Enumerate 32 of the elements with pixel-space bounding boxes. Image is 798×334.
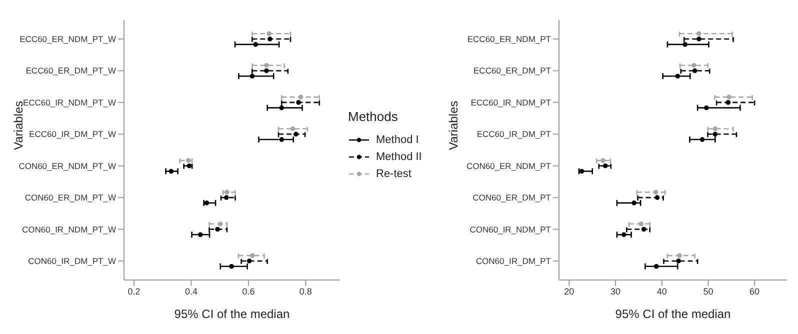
x-tick-label: 0.2 (128, 286, 140, 296)
x-tick-label: 0.4 (184, 286, 198, 296)
x-tick-label: 30 (610, 286, 621, 296)
y-tick-label: CON60_ER_DM_PT_W (24, 192, 116, 203)
legend-label: Method I (376, 134, 419, 146)
x-tick-label: 0.8 (299, 286, 312, 296)
y-tick-label: ECC60_ER_DM_PT (474, 66, 551, 76)
x-tick-label: 0.6 (242, 286, 255, 296)
y-tick-label: CON60_ER_NDM_PT_W (18, 160, 116, 171)
x-axis-title: 95% CI of the median (174, 307, 290, 321)
y-tick-label: ECC60_IR_DM_PT (476, 129, 551, 140)
x-axis-title: 95% CI of the median (615, 307, 731, 321)
y-tick-label: CON60_IR_DM_PT (476, 256, 551, 266)
legend-label: Method II (376, 151, 422, 163)
y-tick-label: CON60_IR_NDM_PT_W (22, 224, 116, 234)
y-tick-label: CON60_IR_NDM_PT (470, 224, 551, 234)
y-tick-label: ECC60_IR_NDM_PT_W (22, 97, 116, 108)
y-tick-label: ECC60_IR_NDM_PT (470, 97, 551, 108)
x-tick-label: 60 (750, 286, 760, 296)
x-tick-label: 50 (703, 286, 714, 296)
y-tick-label: CON60_ER_NDM_PT (466, 160, 551, 171)
y-tick-label: CON60_IR_DM_PT_W (28, 256, 116, 266)
y-tick-label: ECC60_ER_DM_PT_W (26, 66, 116, 76)
legend-label: Re-test (376, 168, 412, 180)
x-tick-label: 20 (564, 286, 574, 296)
y-tick-label: ECC60_ER_NDM_PT_W (20, 34, 116, 44)
y-tick-label: ECC60_IR_DM_PT_W (29, 129, 116, 140)
y-tick-label: CON60_ER_DM_PT (472, 192, 551, 203)
x-tick-label: 40 (656, 286, 667, 296)
legend-title: Methods (348, 109, 399, 124)
y-axis-title: Variables (446, 100, 460, 150)
y-tick-label: ECC60_ER_NDM_PT (467, 34, 551, 44)
